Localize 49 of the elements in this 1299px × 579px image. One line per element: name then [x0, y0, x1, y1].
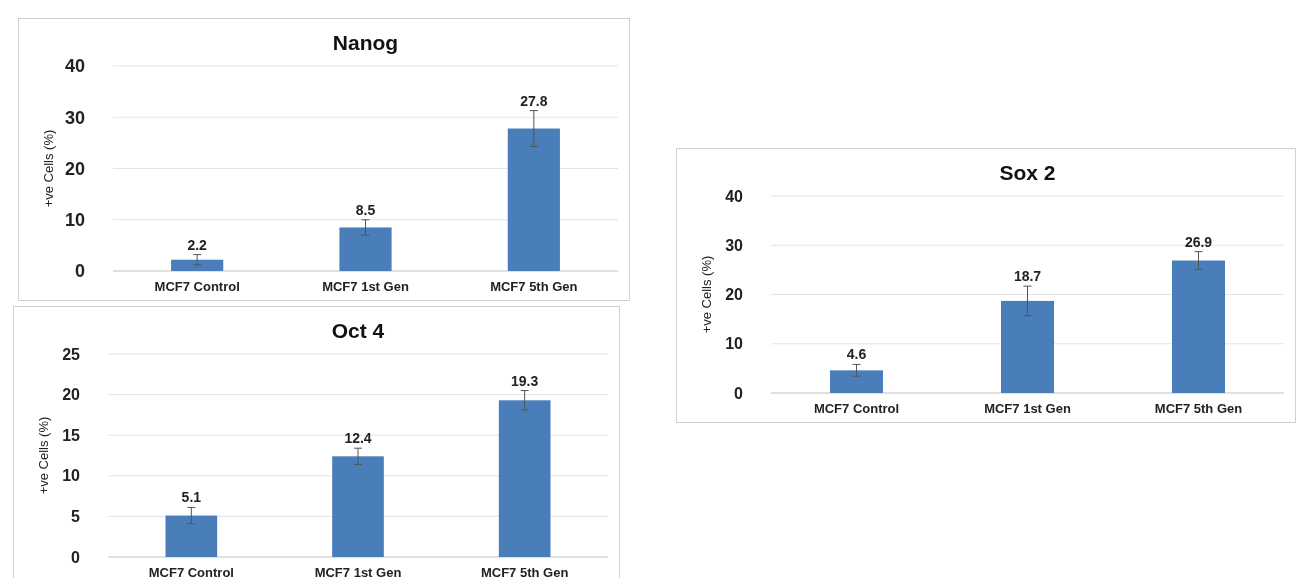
data-label: 26.9 [1184, 233, 1213, 250]
y-axis-title: +ve Cells (%) [699, 255, 714, 334]
bar [171, 259, 224, 271]
chart-title: Nanog [332, 31, 399, 54]
y-tick-label: 30 [64, 107, 85, 128]
x-tick-label: MCF7 1st Gen [984, 401, 1071, 416]
bar [507, 128, 560, 271]
bar [332, 456, 384, 557]
bar [1001, 300, 1055, 393]
y-tick-label: 40 [725, 187, 744, 205]
chart-title: Oct 4 [331, 319, 385, 342]
data-label: 27.8 [520, 92, 548, 109]
x-tick-label: MCF7 5th Gen [1154, 401, 1243, 416]
y-tick-label: 20 [64, 158, 85, 179]
y-tick-label: 20 [725, 286, 744, 304]
bar [830, 370, 884, 393]
x-tick-label: MCF7 5th Gen [490, 279, 578, 294]
x-tick-label: MCF7 Control [148, 565, 234, 579]
x-tick-label: MCF7 5th Gen [480, 565, 569, 579]
data-label: 18.7 [1013, 268, 1042, 285]
x-tick-label: MCF7 1st Gen [322, 279, 409, 294]
bar [498, 400, 551, 557]
y-tick-label: 0 [71, 548, 81, 566]
chart-title: Sox 2 [999, 161, 1056, 184]
x-tick-label: MCF7 1st Gen [314, 565, 402, 579]
bar [1171, 260, 1226, 393]
data-label: 4.6 [846, 346, 867, 363]
y-axis-title: +ve Cells (%) [36, 416, 51, 495]
y-axis-title: +ve Cells (%) [41, 129, 56, 208]
bar [165, 515, 218, 557]
data-label: 12.4 [344, 430, 372, 447]
y-tick-label: 10 [725, 335, 744, 353]
data-label: 19.3 [511, 372, 539, 389]
y-tick-label: 5 [71, 508, 81, 525]
y-tick-label: 10 [64, 210, 85, 231]
data-label: 2.2 [187, 236, 208, 253]
data-label: 8.5 [355, 201, 376, 218]
y-tick-label: 30 [725, 236, 744, 254]
y-tick-label: 20 [62, 386, 81, 404]
y-tick-label: 0 [734, 384, 744, 402]
y-tick-label: 40 [64, 56, 85, 77]
y-tick-label: 10 [62, 467, 81, 485]
y-tick-label: 15 [62, 426, 81, 444]
y-tick-label: 0 [74, 261, 85, 282]
bar [339, 227, 392, 271]
x-tick-label: MCF7 Control [154, 279, 240, 294]
data-label: 5.1 [181, 489, 202, 506]
y-tick-label: 25 [62, 345, 81, 363]
x-tick-label: MCF7 Control [813, 401, 900, 416]
